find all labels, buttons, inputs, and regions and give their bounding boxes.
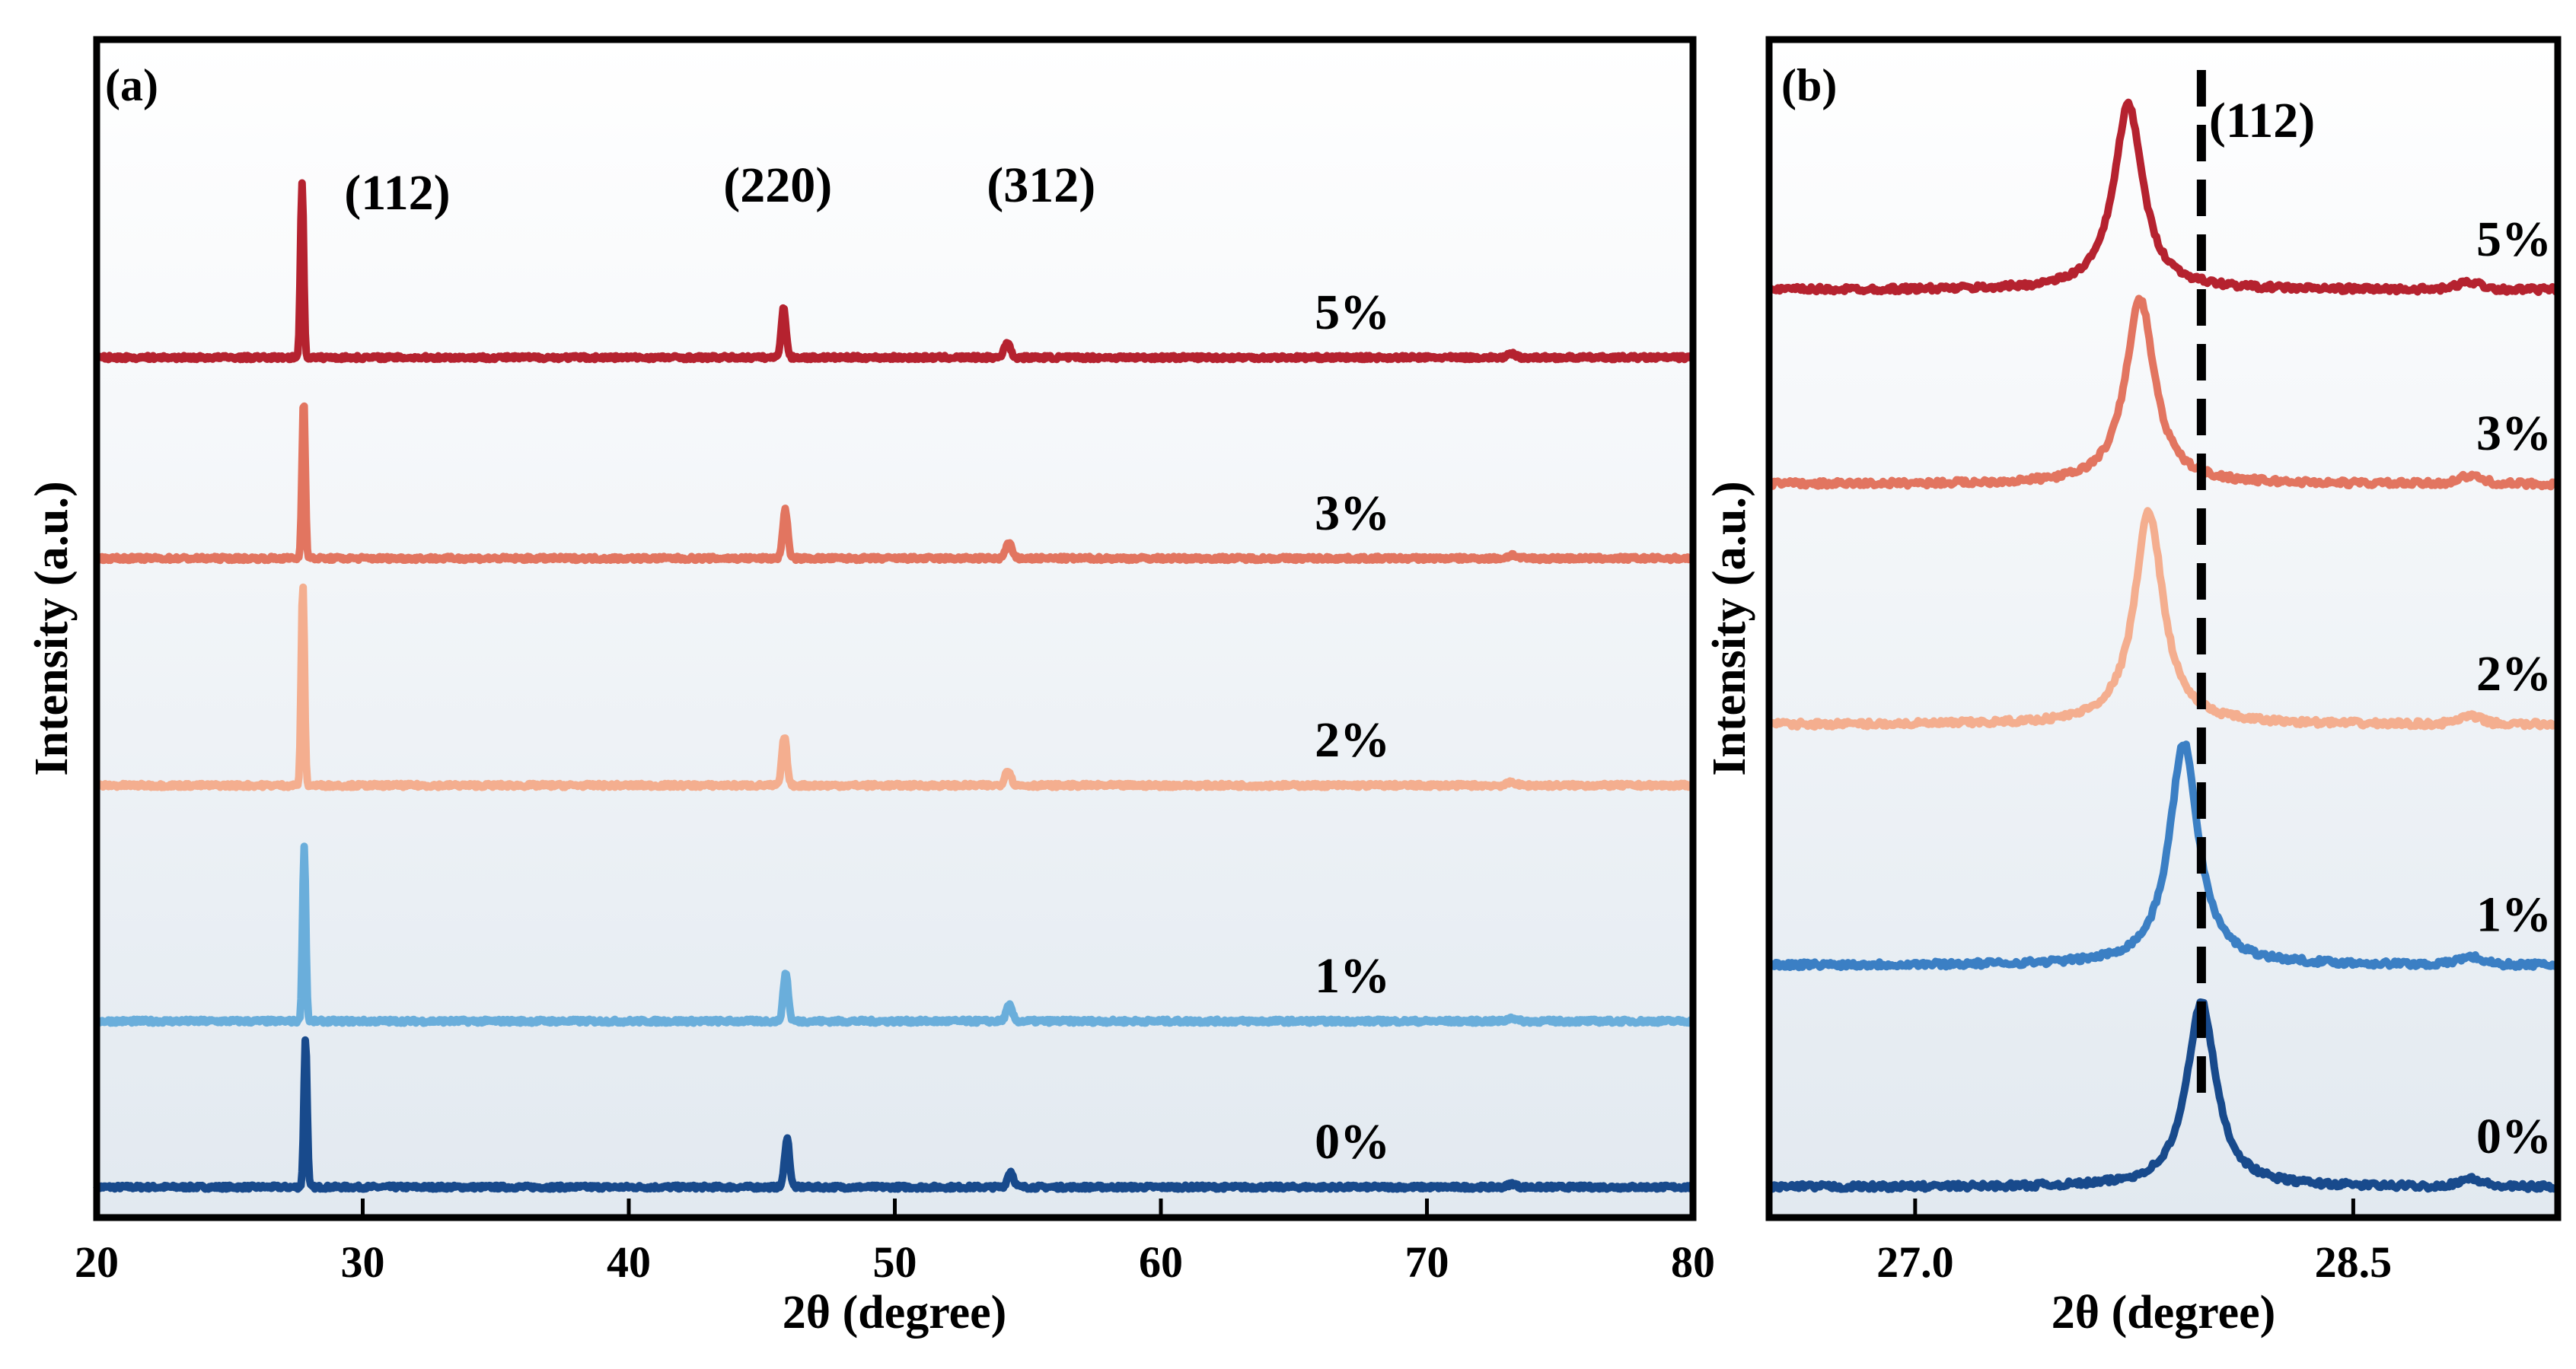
panel-a-peak-label: (220): [723, 158, 832, 213]
panel-a-x-tick-label: 40: [607, 1237, 651, 1287]
panel-a-series-line: [94, 583, 1697, 791]
panel-b-x-tick-label: 27.0: [1876, 1237, 1954, 1287]
panel-a-x-tick-label: 70: [1405, 1237, 1449, 1287]
panel-b-series-line: [1767, 507, 2561, 731]
panel-a-series-label: 5%: [1315, 285, 1390, 340]
panel-b-series-line: [1767, 740, 2560, 972]
panel-b-label: (b): [1781, 60, 1837, 110]
panel-b-x-axis-label: 2θ (degree): [2052, 1287, 2276, 1339]
panel-b-series-label: 1%: [2476, 887, 2552, 942]
panel-b-series-label: 3%: [2476, 406, 2552, 461]
panel-a-x-tick-label: 50: [873, 1237, 917, 1287]
panel-a-label: (a): [105, 60, 158, 110]
panel-b-frame: [1765, 36, 2562, 1221]
panel-a-plot-area: [97, 40, 1693, 1218]
panel-a-series-line: [94, 842, 1696, 1027]
panel-a-series-label: 2%: [1315, 712, 1390, 768]
panel-a-x-tick-label: 30: [341, 1237, 385, 1287]
panel-b-series-line: [1765, 98, 2562, 296]
panel-b: 0% 1% 2% 3% 5% (112) 27.0 28.5 (b) 2θ (degree…: [1704, 36, 2562, 1339]
panel-a-series-line: [93, 1036, 1696, 1193]
panel-a-x-ticks: 20 30 40 50 60 70 80: [75, 1199, 1715, 1287]
panel-b-series-label: 0%: [2476, 1109, 2552, 1164]
panel-a-peak-label: (312): [987, 158, 1095, 213]
panel-a-x-axis-label: 2θ (degree): [783, 1287, 1007, 1339]
panel-b-y-axis-label: Intensity (a.u.): [1704, 481, 1755, 776]
panel-b-series-label: 2%: [2476, 646, 2552, 702]
panel-a-x-tick-label: 20: [75, 1237, 119, 1287]
panel-a-series-label: 3%: [1315, 486, 1390, 541]
panel-a-series-label: 1%: [1315, 948, 1390, 1004]
panel-a: 0% 1% 2% 3% 5% (112) (220) (312) 20 30 40 50 60 70 8…: [26, 36, 1715, 1339]
panel-a-x-tick-label: 60: [1139, 1237, 1183, 1287]
panel-b-series-line: [1766, 294, 2561, 491]
panel-a-y-axis-label: Intensity (a.u.): [26, 481, 78, 776]
panel-b-series-label: 5%: [2476, 212, 2552, 267]
panel-b-series-group: [1765, 98, 2562, 1193]
panel-a-peak-labels: (112) (220) (312): [344, 158, 1095, 221]
panel-a-series-labels: 0% 1% 2% 3% 5%: [1315, 285, 1390, 1170]
panel-b-plot-area: [1769, 40, 2558, 1218]
panel-a-peak-label: (112): [344, 165, 450, 221]
panel-a-x-tick-label: 80: [1671, 1237, 1715, 1287]
panel-b-x-tick-label: 28.5: [2315, 1237, 2393, 1287]
panel-b-series-line: [1765, 998, 2560, 1193]
panel-a-series-label: 0%: [1315, 1114, 1390, 1170]
panel-b-reference-label: (112): [2209, 93, 2315, 148]
panel-a-series-group: [93, 179, 1697, 1193]
panel-b-x-ticks: 27.0 28.5: [1876, 1199, 2392, 1287]
panel-a-series-line: [93, 402, 1696, 565]
panel-a-series-line: [94, 179, 1696, 364]
panel-b-series-labels: 0% 1% 2% 3% 5%: [2476, 212, 2552, 1164]
